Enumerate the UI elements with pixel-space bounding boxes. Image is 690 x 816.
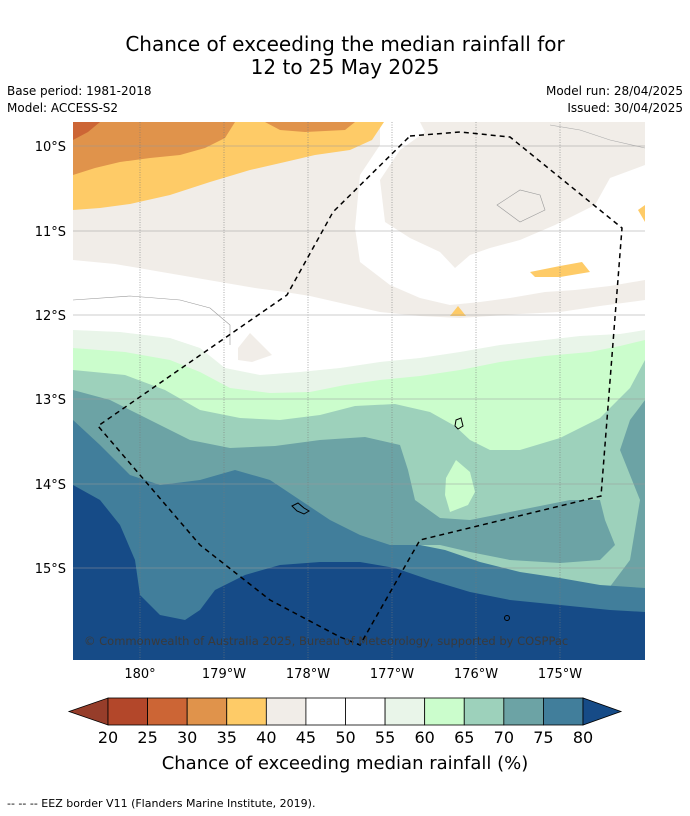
lon-label: 180° (124, 667, 155, 682)
colorbar-swatch (463, 697, 505, 726)
base-period: Base period: 1981-2018 (7, 84, 152, 98)
contour-40-45-patch (238, 333, 272, 362)
contour-35-40-patch-small (450, 306, 466, 316)
model-run: Model run: 28/04/2025 (545, 84, 683, 98)
colorbar-tick-label: 65 (454, 728, 475, 747)
footer-note: -- -- -- EEZ border V11 (Flanders Marine… (7, 797, 316, 810)
contour-line-north (496, 189, 546, 223)
colorbar-tick-label: 25 (137, 728, 158, 747)
probability-contours (73, 122, 645, 660)
colorbar-tick-label: 40 (256, 728, 277, 747)
colorbar-swatch (384, 697, 426, 726)
lat-label: 12°S (35, 309, 66, 324)
latitude-lines (73, 145, 645, 569)
lat-label: 10°S (35, 140, 66, 155)
contour-25-30 (73, 122, 100, 140)
colorbar-swatch (305, 697, 346, 726)
colorbar-swatch (147, 697, 188, 726)
colorbar (67, 697, 623, 726)
lon-label: 175°W (538, 667, 582, 682)
issued-date: Issued: 30/04/2025 (567, 101, 683, 115)
island-wallis (454, 417, 464, 430)
lon-label: 179°W (202, 667, 246, 682)
lat-label: 11°S (35, 225, 66, 240)
colorbar-tick-label: 70 (493, 728, 514, 747)
lat-label: 14°S (35, 478, 66, 493)
contour-60-65-patch (445, 460, 475, 512)
copyright-text: © Commonwealth of Australia 2025, Bureau… (84, 634, 568, 648)
colorbar-tick-label: 50 (335, 728, 356, 747)
contour-80-plus (73, 485, 645, 660)
colorbar-swatch (503, 697, 544, 726)
eez-border (96, 131, 623, 646)
colorbar-swatch (543, 697, 584, 726)
colorbar-title: Chance of exceeding median rainfall (%) (161, 753, 529, 774)
contour-30-35-patch (265, 122, 355, 132)
lat-label: 15°S (35, 562, 66, 577)
island-small (504, 615, 510, 621)
colorbar-tick-label: 60 (414, 728, 435, 747)
model-name: Model: ACCESS-S2 (7, 101, 119, 115)
contour-line-west (73, 295, 231, 345)
title-line-2: 12 to 25 May 2025 (250, 55, 440, 79)
colorbar-tick-label: 35 (216, 728, 237, 747)
gridlines (139, 122, 561, 660)
colorbar-over-arrow (582, 697, 623, 726)
lat-label: 13°S (35, 393, 66, 408)
colorbar-tick-label: 30 (176, 728, 198, 747)
colorbar-swatch (424, 697, 465, 726)
title-line-1: Chance of exceeding the median rainfall … (125, 32, 565, 56)
lon-label: 177°W (370, 667, 414, 682)
colorbar-swatch (265, 697, 307, 726)
colorbar-tick-label: 20 (97, 728, 119, 747)
contour-line-ne (549, 124, 645, 149)
contour-35-40-patch-edge (638, 205, 645, 222)
colorbar-tick-label: 75 (533, 728, 554, 747)
colorbar-swatch (107, 697, 148, 726)
latitude-labels: 10°S 11°S 12°S 13°S 14°S 15°S (35, 140, 66, 577)
colorbar-tick-label: 45 (295, 728, 317, 747)
colorbar-tick-label: 55 (374, 728, 396, 747)
lon-label: 178°W (286, 667, 330, 682)
longitude-labels: 180° 179°W 178°W 177°W 176°W 175°W (124, 667, 582, 682)
colorbar-swatch (226, 697, 267, 726)
colorbar-under-arrow (67, 697, 109, 726)
colorbar-swatch (345, 697, 386, 726)
colorbar-tick-label: 80 (572, 728, 594, 747)
island-futuna (291, 502, 310, 515)
lon-label: 176°W (454, 667, 498, 682)
colorbar-swatch (186, 697, 228, 726)
contour-30-35 (73, 122, 235, 175)
